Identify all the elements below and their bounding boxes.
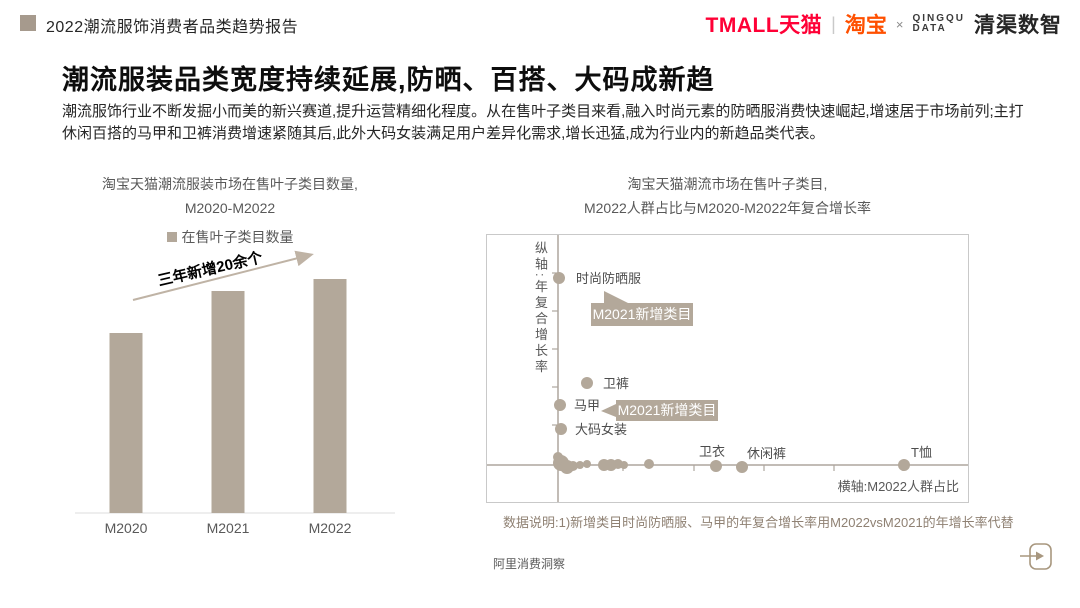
qingqu-logo-line1: QINGQU	[912, 13, 965, 24]
legend-label: 在售叶子类目数量	[181, 229, 294, 245]
scatter-point-label: 马甲	[574, 398, 600, 413]
qingqu-cn-logo: 清渠数智	[974, 14, 1062, 37]
bar-plot-svg	[75, 250, 395, 514]
scatter-point-unlabeled	[583, 460, 591, 468]
scatter-point-马甲	[554, 399, 566, 411]
scatter-point-unlabeled	[568, 461, 578, 471]
scatter-point-label: 时尚防晒服	[576, 271, 641, 286]
taobao-logo: 淘宝	[844, 14, 887, 37]
logo-divider: |	[831, 13, 836, 34]
scatter-point-label: 卫衣	[699, 444, 725, 459]
y-axis-label: 纵轴:年复合增长率	[533, 241, 548, 376]
scatter-point-label: 大码女装	[575, 422, 627, 437]
scatter-point-T恤	[898, 459, 910, 471]
scatter-point-卫裤	[581, 377, 593, 389]
tmall-logo: TMALL天猫	[705, 14, 823, 37]
page-title: 潮流服装品类宽度持续延展,防晒、百搭、大码成新趋	[62, 65, 715, 95]
scatter-point-休闲裤	[736, 461, 748, 473]
summary-paragraph: 潮流服饰行业不断发掘小而美的新兴赛道,提升运营精细化程度。从在售叶子类目来看,融…	[62, 103, 1024, 142]
scatter-point-label: T恤	[911, 445, 932, 460]
data-source: 阿里消费洞察	[493, 557, 566, 571]
bar-M2021	[211, 291, 245, 513]
scatter-chart: 时尚防晒服卫裤 马甲大码女装卫衣 休闲裤 T恤 纵轴:年复合增长率 横轴:M2022人…	[486, 234, 969, 503]
logo-cross: ×	[895, 16, 904, 32]
scatter-point-卫衣	[710, 460, 722, 472]
qingqu-logo-line2: DATA	[912, 23, 947, 34]
bar-chart-legend: 在售叶子类目数量	[60, 227, 400, 247]
scatter-point-时尚防晒服	[553, 272, 565, 284]
category-label: M2022	[308, 520, 352, 536]
scatter-point-unlabeled	[644, 459, 654, 469]
data-note: 数据说明:1)新增类目时尚防晒服、马甲的年复合增长率用M2022vsM2021的…	[503, 515, 1014, 530]
bar-M2020	[109, 333, 143, 513]
callout-m2021-new-1: M2021新增类目	[591, 303, 693, 326]
scatter-point-label: 卫裤	[603, 376, 629, 391]
scatter-point-unlabeled	[576, 461, 584, 469]
next-page-icon	[1020, 543, 1052, 570]
brand-logos: TMALL天猫 | 淘宝 × QINGQU DATA 清渠数智	[706, 8, 1063, 40]
next-page-button[interactable]	[1018, 540, 1058, 572]
axis-ticks	[552, 272, 904, 471]
report-title: 2022潮流服饰消费者品类趋势报告	[46, 19, 299, 36]
bar-chart-title-line1: 淘宝天猫潮流服装市场在售叶子类目数量,	[102, 176, 358, 192]
scatter-title-line2: M2022人群占比与M2020-M2022年复合增长率	[583, 200, 872, 216]
scatter-title-line1: 淘宝天猫潮流市场在售叶子类目,	[627, 176, 828, 192]
category-label: M2021	[206, 520, 250, 536]
callout-pointer-left	[601, 404, 616, 417]
scatter-point-label: 休闲裤	[747, 446, 786, 461]
legend-swatch	[166, 232, 177, 242]
scatter-point-unlabeled	[620, 461, 628, 469]
bar-chart-title-line2: M2020-M2022	[184, 200, 276, 216]
x-axis-label: 横轴:M2022人群占比	[837, 479, 959, 494]
trend-arrow	[132, 250, 314, 301]
callout-pointer-top	[604, 291, 630, 304]
qingqu-data-logo: QINGQU DATA	[912, 14, 965, 34]
bar-chart: 淘宝天猫潮流服装市场在售叶子类目数量, M2020-M2022 在售叶子类目数量…	[60, 172, 400, 548]
bar-M2022	[313, 279, 347, 513]
category-label: M2020	[104, 520, 148, 536]
callout-m2021-new-2: M2021新增类目	[616, 400, 718, 421]
scatter-point-大码女装	[555, 423, 567, 435]
header-accent-square	[20, 15, 36, 31]
